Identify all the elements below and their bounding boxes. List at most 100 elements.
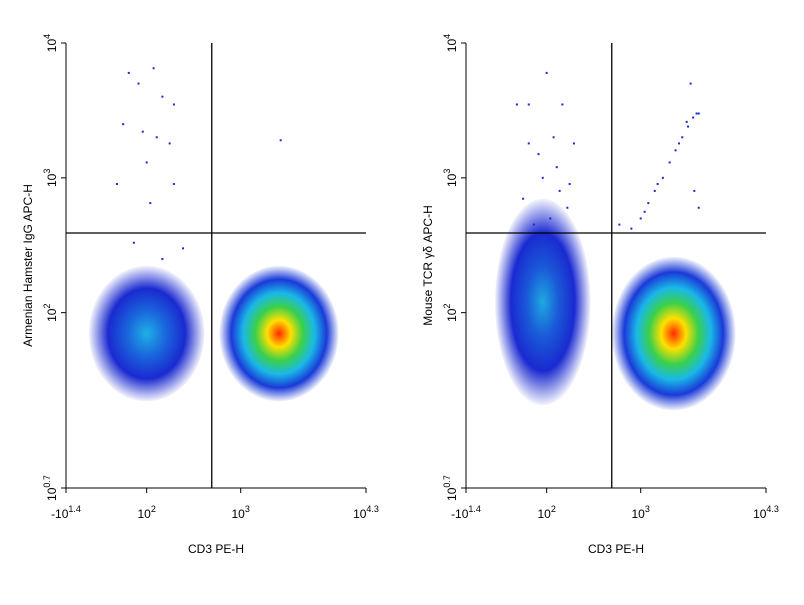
event-dot bbox=[541, 176, 544, 179]
tick-base: 10 bbox=[445, 173, 459, 187]
event-dot bbox=[527, 103, 530, 106]
event-dot bbox=[161, 258, 164, 261]
tick-exponent: 3 bbox=[645, 504, 650, 514]
tick-label: -101.4 bbox=[451, 504, 481, 521]
tick-base: 10 bbox=[45, 487, 59, 501]
tick-exponent: 4.3 bbox=[766, 504, 779, 514]
tick-exponent: 1.4 bbox=[468, 504, 481, 514]
event-dot bbox=[689, 82, 692, 85]
tick-exponent: 2 bbox=[551, 504, 556, 514]
event-dot bbox=[132, 241, 135, 244]
tick-exponent: 4 bbox=[442, 34, 452, 39]
tick-exponent: 2 bbox=[42, 303, 52, 308]
tick-label: 104.3 bbox=[753, 504, 779, 521]
tick-base: 10 bbox=[45, 39, 59, 53]
tick-base: 10 bbox=[632, 507, 646, 521]
event-dot bbox=[172, 183, 175, 186]
tick-base: 10 bbox=[445, 487, 459, 501]
tick-exponent: 1.4 bbox=[68, 504, 81, 514]
event-dot bbox=[674, 149, 677, 152]
tick-label: 102 bbox=[42, 303, 59, 321]
event-dot bbox=[561, 103, 564, 106]
event-dot bbox=[618, 223, 621, 226]
event-dot bbox=[152, 67, 155, 70]
event-dot bbox=[549, 217, 552, 220]
event-dot bbox=[515, 103, 518, 106]
tick-exponent: 0.7 bbox=[442, 475, 452, 488]
event-dot bbox=[693, 189, 696, 192]
event-dot bbox=[149, 202, 152, 205]
event-dot bbox=[168, 142, 171, 145]
event-dot bbox=[639, 217, 642, 220]
tick-label: 103 bbox=[232, 504, 250, 521]
event-dot bbox=[661, 176, 664, 179]
y-axis-title: Armenian Hamster IgG APC-H bbox=[21, 184, 35, 347]
tick-base: -10 bbox=[51, 507, 69, 521]
population bbox=[88, 265, 205, 402]
event-dot bbox=[532, 223, 535, 226]
event-dot bbox=[681, 136, 684, 139]
tick-exponent: 3 bbox=[245, 504, 250, 514]
tick-base: -10 bbox=[451, 507, 469, 521]
event-dot bbox=[572, 142, 575, 145]
tick-base: 10 bbox=[445, 39, 459, 53]
event-dot bbox=[115, 183, 118, 186]
tick-base: 10 bbox=[353, 507, 367, 521]
event-dot bbox=[122, 123, 125, 126]
tick-label: 104 bbox=[442, 34, 459, 52]
tick-exponent: 0.7 bbox=[42, 475, 52, 488]
event-dot bbox=[647, 202, 650, 205]
tick-base: 10 bbox=[137, 507, 151, 521]
tick-label: 103 bbox=[632, 504, 650, 521]
tick-label: 103 bbox=[442, 169, 459, 187]
event-dot bbox=[522, 197, 525, 200]
x-axis-title: CD3 PE-H bbox=[188, 542, 244, 556]
event-dot bbox=[568, 183, 571, 186]
event-dot bbox=[155, 136, 158, 139]
tick-base: 10 bbox=[232, 507, 246, 521]
tick-exponent: 3 bbox=[442, 169, 452, 174]
event-dot bbox=[182, 247, 185, 250]
event-dot bbox=[558, 189, 561, 192]
tick-label: 104 bbox=[42, 34, 59, 52]
tick-base: 10 bbox=[45, 308, 59, 322]
event-dot bbox=[145, 161, 148, 164]
event-dot bbox=[172, 103, 175, 106]
event-dot bbox=[566, 206, 569, 209]
tick-label: 100.7 bbox=[442, 475, 459, 501]
event-dot bbox=[630, 227, 633, 230]
event-dot bbox=[643, 210, 646, 213]
event-dot bbox=[695, 112, 698, 115]
x-axis-title: CD3 PE-H bbox=[588, 542, 644, 556]
population bbox=[219, 265, 339, 402]
event-dot bbox=[137, 82, 140, 85]
event-dot bbox=[697, 206, 700, 209]
tick-base: 10 bbox=[537, 507, 551, 521]
event-dot bbox=[692, 116, 695, 119]
event-dot bbox=[527, 142, 530, 145]
population bbox=[611, 256, 736, 411]
event-dot bbox=[127, 71, 130, 74]
tick-label: 102 bbox=[537, 504, 555, 521]
event-dot bbox=[545, 71, 548, 74]
tick-exponent: 4.3 bbox=[366, 504, 379, 514]
tick-exponent: 4 bbox=[42, 34, 52, 39]
event-dot bbox=[279, 139, 282, 142]
tick-label: 100.7 bbox=[42, 475, 59, 501]
event-dot bbox=[687, 125, 690, 128]
event-dot bbox=[656, 183, 659, 186]
event-dot bbox=[161, 95, 164, 98]
event-dot bbox=[537, 153, 540, 156]
event-dot bbox=[555, 166, 558, 169]
tick-label: 103 bbox=[42, 169, 59, 187]
event-dot bbox=[668, 161, 671, 164]
event-dot bbox=[141, 130, 144, 133]
tick-exponent: 2 bbox=[442, 303, 452, 308]
tick-exponent: 3 bbox=[42, 169, 52, 174]
tick-label: 102 bbox=[442, 303, 459, 321]
event-dot bbox=[685, 120, 688, 123]
tick-label: 102 bbox=[137, 504, 155, 521]
tick-label: -101.4 bbox=[51, 504, 81, 521]
event-dot bbox=[678, 142, 681, 145]
